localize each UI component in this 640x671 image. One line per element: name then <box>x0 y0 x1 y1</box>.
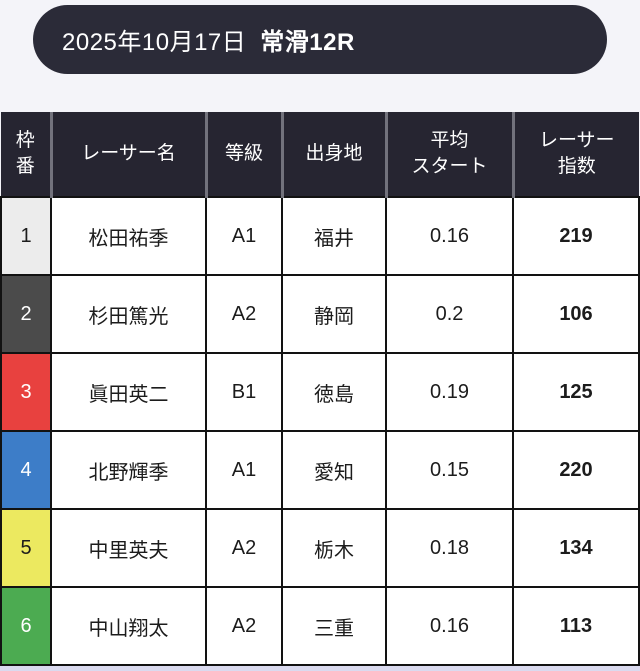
avg-start-cell: 0.16 <box>385 586 514 666</box>
waku-number-cell: 5 <box>0 508 52 588</box>
table-row: 3 眞田英二 B1 徳島 0.19 125 <box>0 352 640 432</box>
waku-number-cell: 1 <box>0 196 52 276</box>
origin-cell: 栃木 <box>281 508 387 588</box>
grade-cell: A1 <box>205 430 283 510</box>
waku-number-cell: 6 <box>0 586 52 666</box>
avg-start-cell: 0.18 <box>385 508 514 588</box>
grade-cell: A2 <box>205 274 283 354</box>
table-row: 6 中山翔太 A2 三重 0.16 113 <box>0 586 640 666</box>
avg-start-cell: 0.19 <box>385 352 514 432</box>
waku-number-cell: 3 <box>0 352 52 432</box>
racer-name-cell: 松田祐季 <box>50 196 207 276</box>
race-date: 2025年10月17日 <box>62 29 247 56</box>
column-header-origin: 出身地 <box>282 112 388 198</box>
origin-cell: 愛知 <box>281 430 387 510</box>
racer-index-cell: 134 <box>512 508 640 588</box>
origin-cell: 静岡 <box>281 274 387 354</box>
origin-cell: 徳島 <box>281 352 387 432</box>
column-header-index: レーサー 指数 <box>513 112 639 198</box>
racer-index-cell: 220 <box>512 430 640 510</box>
column-header-avg-start: 平均 スタート <box>386 112 515 198</box>
racer-index-cell: 125 <box>512 352 640 432</box>
grade-cell: B1 <box>205 352 283 432</box>
grade-cell: A1 <box>205 196 283 276</box>
racer-table: 枠 番 レーサー名 等級 出身地 平均 スタート レーサー 指数 1 松田祐季 … <box>0 112 640 666</box>
table-row: 4 北野輝季 A1 愛知 0.15 220 <box>0 430 640 510</box>
racer-name-cell: 中山翔太 <box>50 586 207 666</box>
column-header-grade: 等級 <box>206 112 284 198</box>
racer-name-cell: 眞田英二 <box>50 352 207 432</box>
waku-number-cell: 2 <box>0 274 52 354</box>
grade-cell: A2 <box>205 508 283 588</box>
race-title-bar: 2025年10月17日 常滑12R <box>33 5 607 74</box>
table-row: 5 中里英夫 A2 栃木 0.18 134 <box>0 508 640 588</box>
avg-start-cell: 0.2 <box>385 274 514 354</box>
origin-cell: 福井 <box>281 196 387 276</box>
racer-name-cell: 北野輝季 <box>50 430 207 510</box>
avg-start-cell: 0.16 <box>385 196 514 276</box>
grade-cell: A2 <box>205 586 283 666</box>
origin-cell: 三重 <box>281 586 387 666</box>
racer-index-cell: 106 <box>512 274 640 354</box>
column-header-name: レーサー名 <box>51 112 208 198</box>
table-row: 2 杉田篤光 A2 静岡 0.2 106 <box>0 274 640 354</box>
bottom-strip <box>0 666 640 671</box>
racer-name-cell: 中里英夫 <box>50 508 207 588</box>
waku-number-cell: 4 <box>0 430 52 510</box>
column-header-waku: 枠 番 <box>1 112 53 198</box>
racer-index-cell: 113 <box>512 586 640 666</box>
table-header-row: 枠 番 レーサー名 等級 出身地 平均 スタート レーサー 指数 <box>1 112 639 198</box>
race-name: 常滑12R <box>260 29 355 56</box>
racer-index-cell: 219 <box>512 196 640 276</box>
table-row: 1 松田祐季 A1 福井 0.16 219 <box>0 196 640 276</box>
racer-name-cell: 杉田篤光 <box>50 274 207 354</box>
racer-table-container: 枠 番 レーサー名 等級 出身地 平均 スタート レーサー 指数 1 松田祐季 … <box>0 112 640 666</box>
avg-start-cell: 0.15 <box>385 430 514 510</box>
